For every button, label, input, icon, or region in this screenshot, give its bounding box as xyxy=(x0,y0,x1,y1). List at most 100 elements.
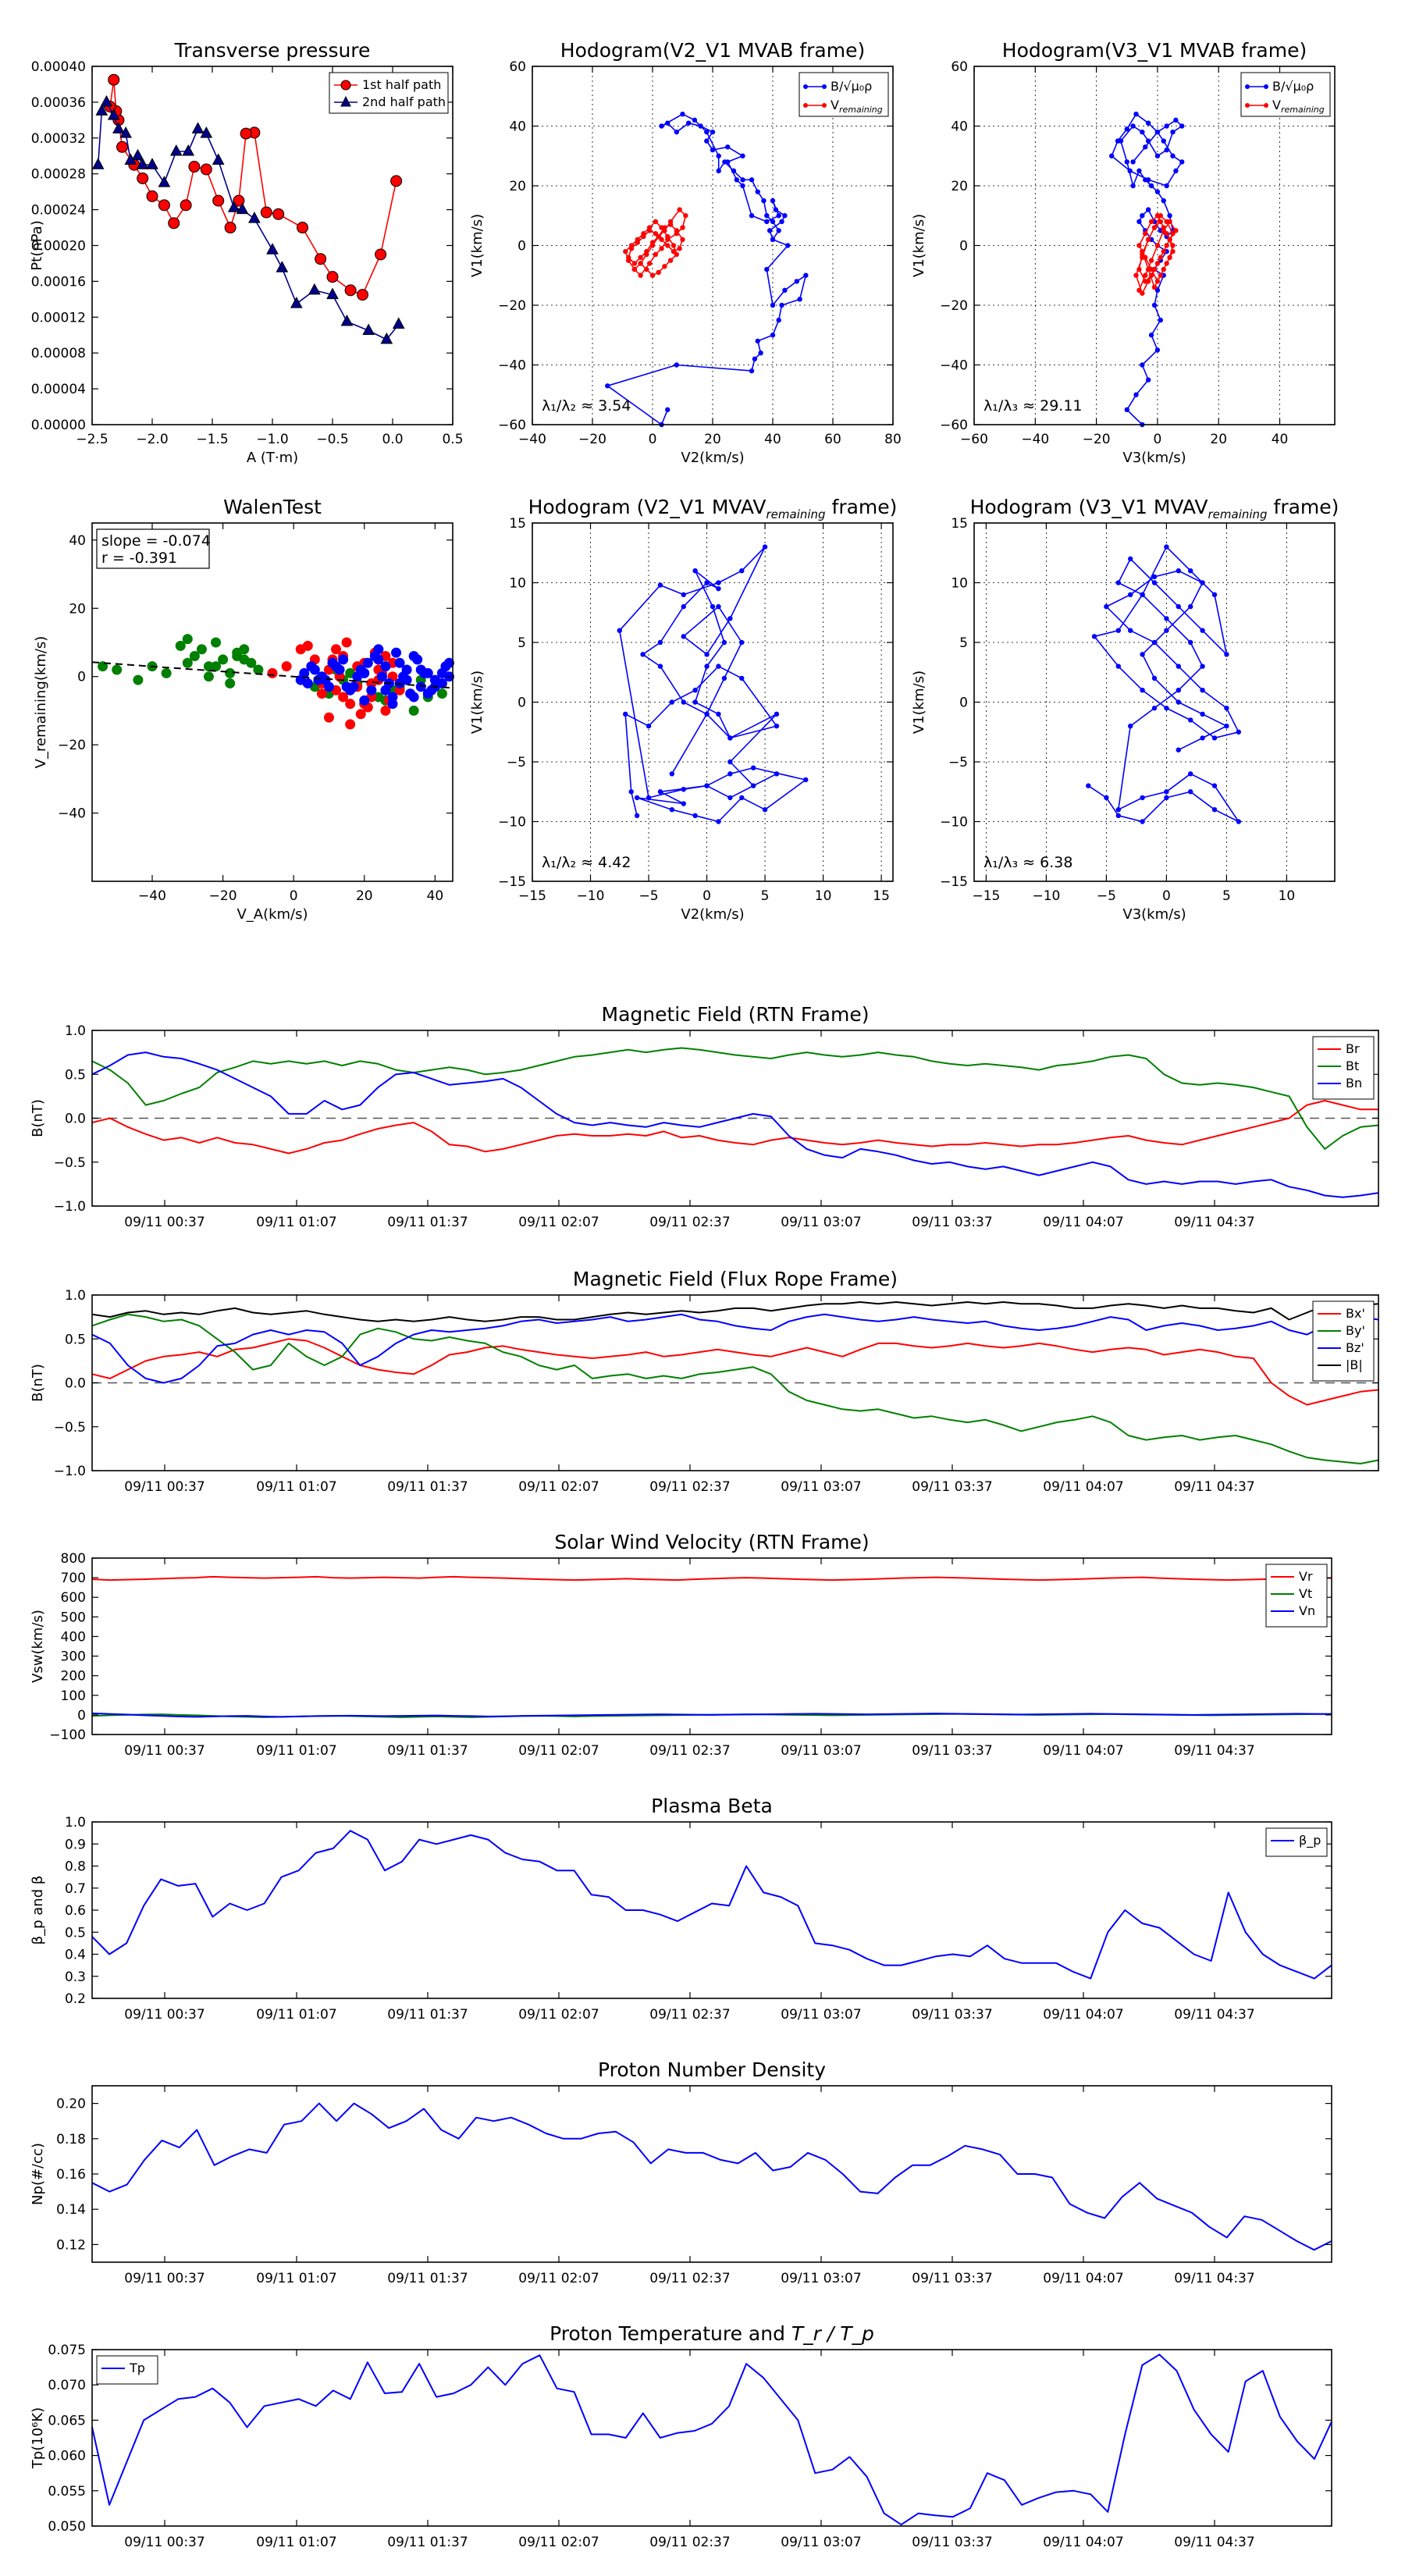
y-tick-label: 0.070 xyxy=(48,2378,86,2393)
x-tick-label: 09/11 01:37 xyxy=(387,2535,468,2550)
data-point xyxy=(1151,639,1158,646)
x-tick-label: 09/11 04:37 xyxy=(1174,1215,1254,1230)
x-tick-label: 09/11 02:37 xyxy=(649,2535,730,2550)
legend-box xyxy=(1265,1564,1328,1628)
data-point xyxy=(272,208,285,220)
data-point xyxy=(704,652,710,657)
scatter-point xyxy=(436,678,447,688)
data-point xyxy=(779,302,784,308)
data-point xyxy=(375,248,387,261)
data-point xyxy=(1158,272,1164,278)
y-axis-label: V1(km/s) xyxy=(469,214,486,277)
axes-frame xyxy=(91,522,454,882)
data-point xyxy=(1154,189,1161,194)
axes-frame xyxy=(973,66,1336,425)
scatter-point xyxy=(320,674,331,685)
data-point xyxy=(638,272,643,278)
series-line xyxy=(91,1830,1332,1980)
y-tick-label: 0.0 xyxy=(65,1376,86,1392)
x-tick-label: 09/11 01:07 xyxy=(256,2007,336,2023)
legend-label: Vremaining xyxy=(1272,98,1325,115)
data-point xyxy=(776,317,781,323)
x-tick-label: 09/11 03:07 xyxy=(781,1215,861,1230)
data-point xyxy=(716,603,721,610)
y-tick-label: −10 xyxy=(498,815,526,831)
data-point xyxy=(1115,138,1121,144)
data-point xyxy=(631,261,638,266)
data-point xyxy=(1154,129,1161,135)
y-tick-label: 5 xyxy=(959,635,968,651)
data-point xyxy=(1176,603,1182,610)
data-point xyxy=(739,568,745,574)
regression-line xyxy=(91,661,454,689)
data-point xyxy=(716,580,721,585)
legend-marker xyxy=(822,103,827,108)
data-point xyxy=(380,332,393,344)
data-point xyxy=(681,699,686,705)
series-line xyxy=(91,1313,1379,1384)
data-point xyxy=(91,158,105,169)
data-point xyxy=(740,153,745,158)
data-point xyxy=(1151,574,1158,580)
data-point xyxy=(1224,705,1229,711)
legend-label: Br xyxy=(1346,1041,1360,1056)
data-point xyxy=(1164,705,1169,711)
data-point xyxy=(124,153,137,165)
chart-title: Plasma Beta xyxy=(651,1795,773,1817)
data-point xyxy=(1151,675,1158,681)
data-point xyxy=(761,197,767,204)
data-point xyxy=(710,129,716,135)
legend-subscript: remaining xyxy=(1281,105,1325,115)
data-point xyxy=(1161,197,1166,204)
data-point xyxy=(1200,688,1205,693)
data-point xyxy=(233,194,245,207)
scatter-point xyxy=(239,654,250,665)
x-axis-label: V2(km/s) xyxy=(681,450,744,466)
data-point xyxy=(1148,333,1154,338)
data-point xyxy=(1136,287,1142,294)
data-point xyxy=(1188,789,1193,795)
data-point xyxy=(692,688,698,693)
data-point xyxy=(1173,168,1179,174)
x-tick-label: 09/11 02:07 xyxy=(518,2007,599,2023)
y-tick-label: 0.050 xyxy=(48,2519,86,2535)
title-part: frame) xyxy=(1268,496,1339,518)
data-point xyxy=(680,237,685,243)
x-tick-label: 09/11 02:07 xyxy=(518,1215,599,1230)
x-tick-label: 0 xyxy=(1162,888,1171,904)
scatter-point xyxy=(362,657,373,668)
x-tick-label: 5 xyxy=(1222,888,1231,904)
data-point xyxy=(1164,261,1169,266)
y-tick-label: 0.18 xyxy=(56,2132,86,2147)
data-point xyxy=(297,222,308,234)
x-tick-label: 09/11 00:37 xyxy=(124,1215,205,1230)
data-point xyxy=(770,219,776,225)
eigenvalue-ratio-label: λ₁/λ₃ ≈ 6.38 xyxy=(984,854,1072,871)
x-tick-label: −40 xyxy=(1021,432,1049,447)
data-point xyxy=(1170,243,1176,248)
data-point xyxy=(750,783,756,788)
y-tick-label: 0.7 xyxy=(65,1881,86,1897)
legend-label: B/√μ₀ρ xyxy=(831,79,872,94)
x-tick-label: −40 xyxy=(138,888,166,904)
y-tick-label: 1.0 xyxy=(65,1815,86,1831)
data-point xyxy=(1164,243,1169,248)
chart-title: Magnetic Field (RTN Frame) xyxy=(602,1003,870,1026)
legend-marker xyxy=(1245,84,1250,89)
x-tick-label: 10 xyxy=(815,888,832,904)
x-tick-label: 09/11 03:07 xyxy=(781,2535,861,2550)
data-point xyxy=(669,807,675,813)
series-line xyxy=(91,1301,1379,1322)
data-point xyxy=(750,765,756,770)
scatter-point xyxy=(440,661,451,672)
data-point xyxy=(727,735,733,741)
y-tick-label: 500 xyxy=(61,1610,86,1625)
data-point xyxy=(656,233,661,240)
data-point xyxy=(794,279,799,284)
data-point xyxy=(1104,603,1109,610)
data-point xyxy=(1170,231,1176,237)
data-point xyxy=(1236,729,1242,735)
y-tick-label: −20 xyxy=(58,738,86,753)
data-point xyxy=(646,225,653,230)
data-point xyxy=(1200,580,1205,585)
